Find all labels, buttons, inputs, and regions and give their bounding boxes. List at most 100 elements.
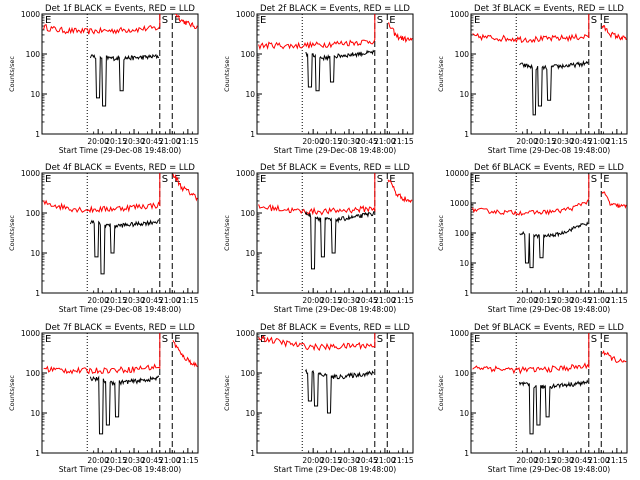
x-tick-label: 20:00: [516, 456, 538, 465]
panel-title: Det 2f BLACK = Events, RED = LLD: [260, 4, 410, 14]
y-tick-label: 1: [35, 130, 40, 139]
panel-det-8: Det 8f BLACK = Events, RED = LLD 1 10 100 10…: [223, 323, 414, 474]
y-tick-label: 10: [245, 409, 255, 418]
marker-label: E: [389, 334, 395, 345]
x-tick-label: 20:15: [105, 296, 127, 305]
y-tick-label: 10: [459, 90, 469, 99]
x-tick-label: 21:15: [177, 456, 199, 465]
y-tick-label: 1000: [450, 329, 469, 338]
x-axis-label: Start Time (29-Dec-08 19:48:00): [488, 146, 610, 155]
y-axis-label: Counts/sec: [8, 215, 16, 251]
series-black-events: [89, 53, 160, 107]
series-red-lld: [43, 14, 161, 35]
series-red-lld-post: [172, 173, 198, 202]
series-red-lld-post: [601, 349, 627, 363]
y-tick-label: 1000: [21, 10, 40, 19]
x-tick-label: 20:00: [302, 296, 324, 305]
y-axis-label: Counts/sec: [437, 215, 445, 251]
y-tick-label: 10: [30, 409, 40, 418]
marker-label: S: [377, 15, 383, 26]
series-red-lld: [258, 173, 376, 216]
plot-frame: [256, 172, 414, 294]
marker-label: E: [174, 334, 180, 345]
series-red-lld-post: [387, 179, 413, 204]
marker-label: S: [591, 334, 597, 345]
x-tick-label: 21:15: [392, 296, 414, 305]
x-tick-label: 21:00: [588, 456, 610, 465]
panel-title: Det 5f BLACK = Events, RED = LLD: [260, 163, 410, 173]
series-red-lld: [472, 174, 590, 217]
plot-frame: [470, 172, 628, 294]
series-red-lld-post: [174, 14, 198, 30]
series-red-lld: [258, 333, 376, 352]
x-tick-label: 21:00: [374, 296, 396, 305]
x-tick-label: 20:45: [570, 296, 592, 305]
marker-label: S: [591, 174, 597, 185]
x-tick-label: 20:15: [105, 137, 127, 146]
y-tick-label: 1: [35, 449, 40, 458]
x-tick-label: 20:00: [87, 456, 109, 465]
y-axis-label: Counts/sec: [223, 56, 231, 92]
y-tick-label: 1000: [236, 169, 255, 178]
y-tick-label: 10: [245, 249, 255, 258]
y-tick-label: 100: [241, 369, 256, 378]
panel-det-9: Det 9f BLACK = Events, RED = LLD 1 10 100 10…: [437, 323, 628, 474]
y-tick-label: 100: [26, 369, 41, 378]
x-tick-label: 20:15: [534, 456, 556, 465]
y-tick-label: 10000: [445, 169, 469, 178]
x-tick-label: 21:15: [606, 137, 628, 146]
series-black-events: [519, 221, 589, 269]
y-tick-label: 1: [464, 449, 469, 458]
y-tick-label: 1: [250, 130, 255, 139]
panel-title: Det 6f BLACK = Events, RED = LLD: [474, 163, 624, 173]
marker-label: E: [45, 334, 51, 345]
x-tick-label: 21:15: [606, 456, 628, 465]
marker-label: E: [45, 15, 51, 26]
x-tick-label: 21:00: [374, 456, 396, 465]
y-tick-label: 1: [250, 289, 255, 298]
x-tick-label: 21:00: [588, 137, 610, 146]
y-tick-label: 10: [459, 409, 469, 418]
panel-det-1: Det 1f BLACK = Events, RED = LLD 1 10 100 10…: [8, 4, 199, 155]
y-tick-label: 1: [35, 289, 40, 298]
plot-frame: [470, 13, 628, 135]
x-tick-label: 20:30: [338, 137, 360, 146]
series-black-events: [304, 368, 375, 414]
x-tick-label: 20:30: [338, 456, 360, 465]
series-black-events: [89, 375, 160, 435]
y-tick-label: 100: [26, 50, 41, 59]
panel-det-2: Det 2f BLACK = Events, RED = LLD 1 10 100 10…: [223, 4, 414, 155]
series-red-lld-post: [601, 191, 627, 209]
x-tick-label: 20:00: [87, 137, 109, 146]
y-axis-label: Counts/sec: [437, 375, 445, 411]
y-axis-label: Counts/sec: [223, 215, 231, 251]
x-tick-label: 21:00: [588, 296, 610, 305]
y-axis-label: Counts/sec: [223, 375, 231, 411]
y-tick-label: 100: [455, 229, 470, 238]
marker-label: S: [162, 15, 168, 26]
y-tick-label: 10: [459, 259, 469, 268]
panel-det-4: Det 4f BLACK = Events, RED = LLD 1 10 100 10…: [8, 163, 199, 314]
x-tick-label: 20:15: [534, 137, 556, 146]
marker-label: E: [474, 334, 480, 345]
x-tick-label: 20:00: [302, 137, 324, 146]
x-tick-label: 20:15: [320, 296, 342, 305]
series-red-lld-post: [601, 25, 627, 41]
y-tick-label: 1000: [450, 199, 469, 208]
y-tick-label: 10: [245, 90, 255, 99]
marker-label: E: [389, 174, 395, 185]
plot-frame: [41, 172, 199, 294]
x-axis-label: Start Time (29-Dec-08 19:48:00): [59, 146, 181, 155]
plot-frame: [470, 332, 628, 454]
y-axis-label: Counts/sec: [437, 56, 445, 92]
x-tick-label: 21:00: [159, 296, 181, 305]
plot-frame: [256, 332, 414, 454]
y-tick-label: 1: [464, 130, 469, 139]
marker-label: S: [591, 15, 597, 26]
marker-label: E: [389, 15, 395, 26]
series-black-events: [305, 49, 375, 92]
x-tick-label: 20:30: [123, 137, 145, 146]
y-tick-label: 1000: [21, 329, 40, 338]
y-tick-label: 100: [455, 369, 470, 378]
panel-det-5: Det 5f BLACK = Events, RED = LLD 1 10 100 10…: [223, 163, 414, 314]
